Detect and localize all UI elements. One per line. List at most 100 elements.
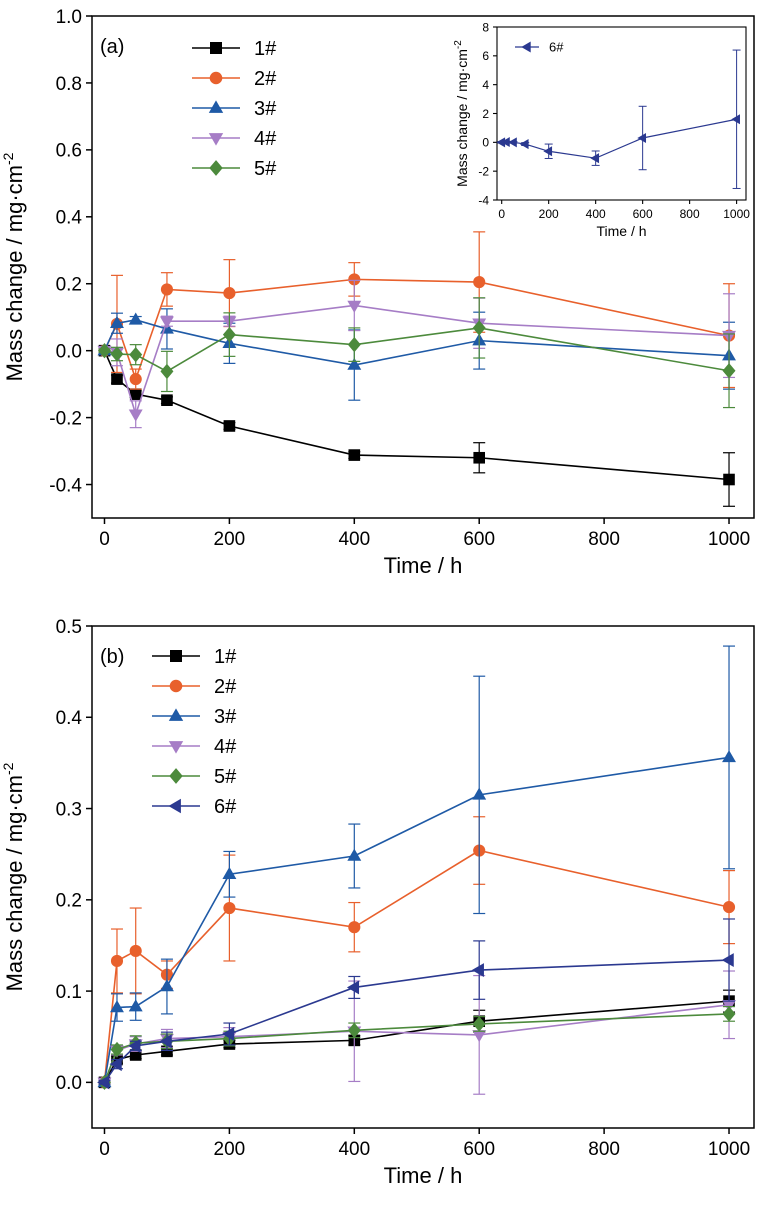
series-5# [98,297,736,409]
data-point [160,363,174,380]
data-point [223,901,236,915]
data-point [722,750,736,763]
y-tick-label: 0.0 [56,1073,82,1094]
series-line [103,1000,730,1083]
data-point [471,963,484,978]
x-tick-label: 200 [539,207,559,221]
data-point [731,114,740,125]
series-line [501,118,737,159]
chart-a: 0 200 400 600 800 1000-0.4-0.20.00.20.40.60.8… [0,7,755,578]
x-axis-label: Time / h [384,553,463,578]
data-point [637,133,647,144]
legend-marker [170,650,182,662]
y-tick-label: 0.2 [56,891,82,912]
legend-item: 5# [192,158,277,180]
data-point [110,954,124,968]
x-axis-label: Time / h [384,1163,463,1188]
chart-b: 0 200 400 600 800 1000 0.0 0.1 0.2 0.3 0.4 0.5 Time … [0,617,755,1188]
x-axis-label: Time / h [596,223,646,239]
series-line [103,319,730,366]
data-point [128,312,143,325]
legend-label: 1# [214,646,237,668]
series-6# [496,49,741,189]
data-point [129,944,142,957]
data-point [110,346,124,362]
x-tick-label: 1000 [708,529,750,550]
data-point [472,1016,486,1032]
x-tick-label: 600 [463,1139,495,1160]
data-point [128,999,143,1012]
y-tick-label: -4 [478,193,489,207]
chart-a-inset: 0 200 400 600 800 1000 -4 -2 0 2 4 6 8 Time / h Mass c… [453,20,750,239]
series-layer [97,231,736,507]
series-3# [97,308,736,401]
x-tick-label: 200 [214,529,246,550]
data-point [98,343,111,359]
legend-marker [169,768,183,784]
x-tick-label: 600 [633,207,653,221]
legend-item: 3# [152,706,237,728]
x-tick-label: 400 [586,207,606,221]
series-line [103,1003,730,1083]
legend-label: 5# [254,158,277,180]
panel-label: (a) [100,36,124,58]
y-tick-label: 0.3 [56,799,82,820]
legend-item: 4# [192,128,277,150]
x-tick-label: 1000 [708,1139,750,1160]
data-point [110,315,124,328]
data-point [347,336,361,353]
data-point [347,300,362,313]
legend-item: 4# [152,736,237,758]
data-point [159,316,174,329]
data-point [473,275,486,289]
series-6# [97,918,736,1090]
data-point [347,848,362,861]
data-point [159,1034,172,1049]
legend-marker [521,41,531,53]
y-tick-label: 0.1 [56,982,82,1003]
y-tick-label: 6 [482,49,489,63]
legend-marker [168,741,184,754]
series-4# [97,970,736,1095]
y-axis-label: Mass change / mg·cm-2 [0,152,27,381]
y-tick-label: 4 [482,78,489,92]
y-tick-label: 0.8 [56,74,82,95]
legend-marker [209,160,223,176]
y-tick-label: 0.0 [56,342,82,363]
y-tick-label: 0 [482,136,489,150]
legend-item: 1# [192,38,277,60]
legend-marker [168,708,184,721]
series-layer [97,645,736,1095]
data-point [128,1038,141,1053]
data-point [159,979,174,992]
legend-label: 3# [254,98,277,120]
x-tick-label: 400 [338,1139,370,1160]
data-point [347,1022,361,1039]
plot-frame [91,625,755,1129]
series-layer [496,49,741,189]
legend-label: 1# [254,38,277,60]
x-tick-label: 800 [588,529,620,550]
data-point [160,283,174,296]
legend-label: 6# [214,796,237,818]
legend-label: 3# [214,706,237,728]
data-point [223,287,236,300]
data-point [111,373,123,385]
data-point [473,451,486,464]
data-point [722,363,736,379]
x-tick-label: 0 [498,207,505,221]
data-point [110,1041,124,1058]
legend-marker [209,71,223,85]
series-4# [97,279,736,429]
x-tick-label: 400 [338,529,370,550]
data-point [346,980,360,995]
plot-frame [91,15,755,519]
data-point [223,420,236,432]
x-tick-label: 800 [588,1139,620,1160]
legend-marker [169,679,183,693]
panel-label: (b) [100,646,124,668]
data-point [519,139,529,150]
legend-item: 6# [515,40,564,55]
y-tick-label: -2 [478,164,489,178]
data-point [161,394,173,406]
